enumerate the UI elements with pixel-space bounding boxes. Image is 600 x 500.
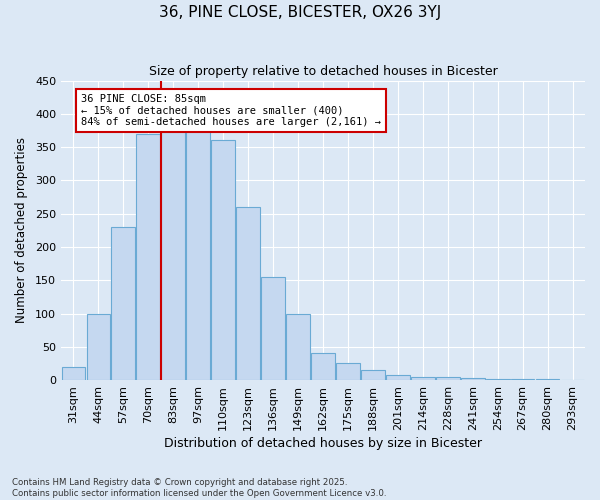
Bar bbox=[112, 227, 135, 380]
X-axis label: Distribution of detached houses by size in Bicester: Distribution of detached houses by size … bbox=[164, 437, 482, 450]
Bar bbox=[211, 140, 235, 380]
Bar bbox=[161, 130, 185, 380]
Bar bbox=[62, 367, 85, 380]
Bar bbox=[136, 134, 160, 380]
Y-axis label: Number of detached properties: Number of detached properties bbox=[15, 138, 28, 324]
Bar bbox=[336, 364, 360, 380]
Text: 36, PINE CLOSE, BICESTER, OX26 3YJ: 36, PINE CLOSE, BICESTER, OX26 3YJ bbox=[159, 5, 441, 20]
Bar bbox=[86, 314, 110, 380]
Text: Contains HM Land Registry data © Crown copyright and database right 2025.
Contai: Contains HM Land Registry data © Crown c… bbox=[12, 478, 386, 498]
Bar bbox=[411, 376, 434, 380]
Bar bbox=[311, 354, 335, 380]
Bar bbox=[461, 378, 485, 380]
Bar bbox=[436, 378, 460, 380]
Bar bbox=[187, 130, 210, 380]
Title: Size of property relative to detached houses in Bicester: Size of property relative to detached ho… bbox=[149, 65, 497, 78]
Bar bbox=[386, 374, 410, 380]
Bar bbox=[286, 314, 310, 380]
Bar bbox=[361, 370, 385, 380]
Bar bbox=[236, 207, 260, 380]
Bar bbox=[486, 378, 509, 380]
Text: 36 PINE CLOSE: 85sqm
← 15% of detached houses are smaller (400)
84% of semi-deta: 36 PINE CLOSE: 85sqm ← 15% of detached h… bbox=[81, 94, 381, 127]
Bar bbox=[261, 277, 285, 380]
